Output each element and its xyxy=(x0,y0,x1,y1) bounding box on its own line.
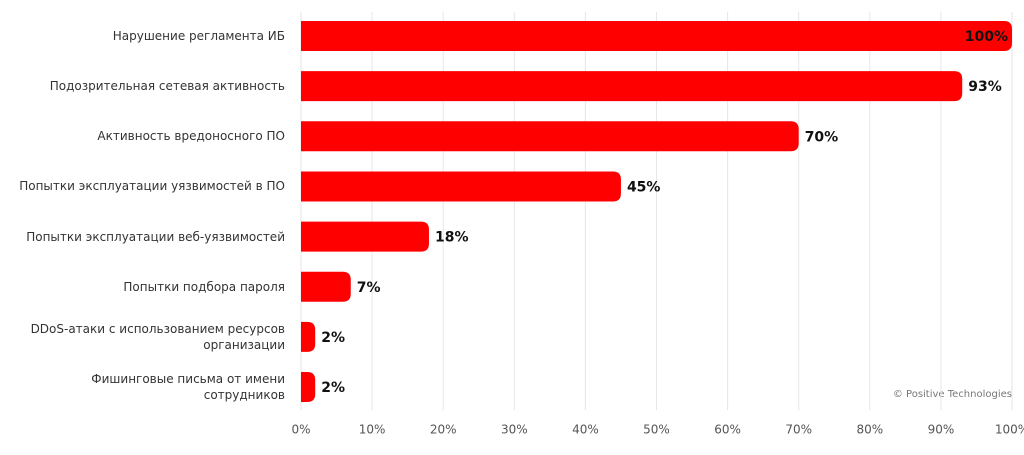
x-tick-label: 10% xyxy=(359,423,386,437)
category-label: Попытки эксплуатации веб-уязвимостей xyxy=(26,229,285,244)
value-label: 2% xyxy=(321,380,345,396)
bar xyxy=(301,271,351,302)
category-label: Попытки подбора пароля xyxy=(123,279,285,294)
x-tick-label: 20% xyxy=(430,423,457,437)
value-label: 18% xyxy=(435,230,469,246)
bar xyxy=(301,121,799,152)
bar xyxy=(301,321,316,352)
category-label: DDoS-атаки с использованием ресурсов орг… xyxy=(30,321,285,352)
x-tick-label: 50% xyxy=(643,423,670,437)
source: © Positive Technologies xyxy=(893,389,1012,400)
category-label: Нарушение регламента ИБ xyxy=(112,29,285,43)
bar xyxy=(301,71,963,102)
bar xyxy=(301,221,429,252)
value-label: 70% xyxy=(805,129,839,145)
x-tick-label: 30% xyxy=(501,423,528,437)
x-tick-label: 40% xyxy=(572,423,599,437)
bar xyxy=(301,171,621,202)
value-label: 100% xyxy=(965,29,1008,45)
bar xyxy=(301,21,1012,51)
bar xyxy=(301,372,316,403)
x-tick-label: 100% xyxy=(995,423,1024,437)
category-label: Активность вредоносного ПО xyxy=(97,129,285,144)
category-label: Подозрительная сетевая активность xyxy=(49,79,285,94)
x-tick-label: 80% xyxy=(856,423,883,437)
value-label: 7% xyxy=(357,280,381,296)
category-label: Попытки эксплуатации уязвимостей в ПО xyxy=(19,179,285,194)
x-tick-label: 90% xyxy=(928,423,955,437)
x-tick-label: 60% xyxy=(714,423,741,437)
category-label: Фишинговые письма от имени сотрудников xyxy=(91,372,285,403)
value-label: 45% xyxy=(627,179,661,195)
x-tick-label: 70% xyxy=(785,423,812,437)
value-label: 2% xyxy=(321,330,345,346)
x-tick-label: 0% xyxy=(291,423,310,437)
value-label: 93% xyxy=(968,79,1002,95)
